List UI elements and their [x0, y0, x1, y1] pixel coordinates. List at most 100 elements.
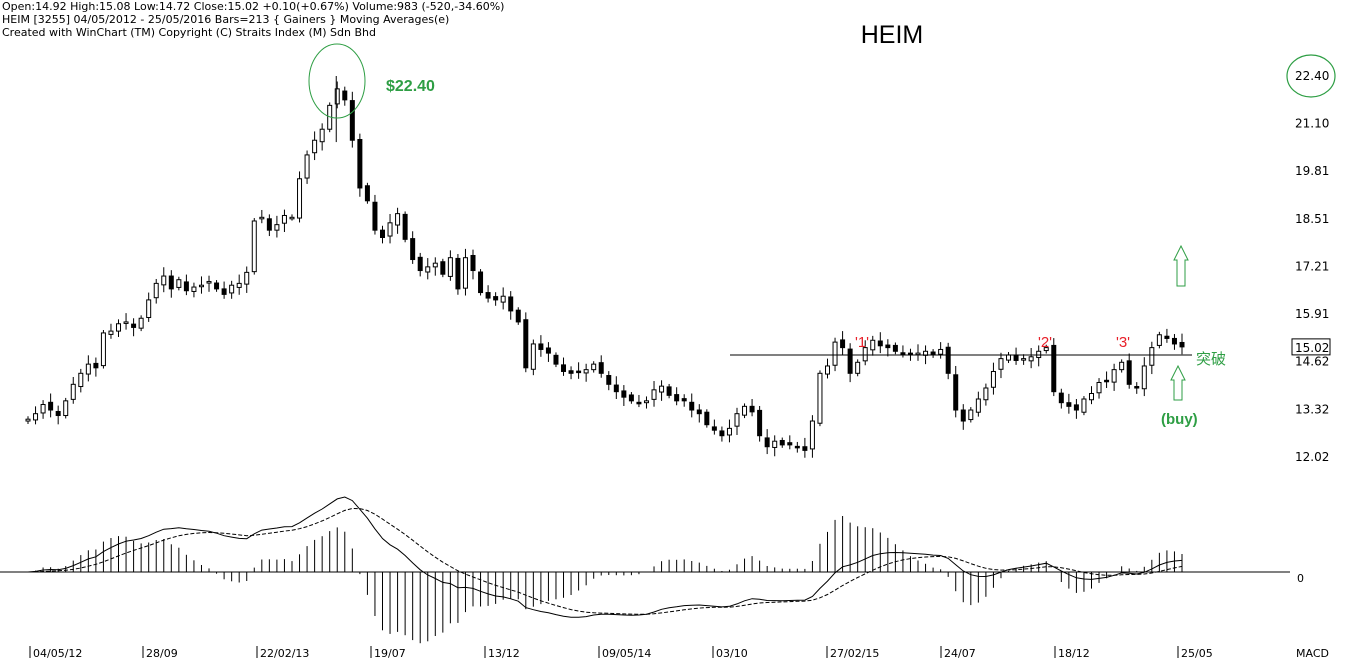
price-tick-label: 15.91	[1295, 307, 1329, 321]
candle-body	[395, 213, 401, 226]
candle-body	[772, 440, 778, 448]
candle-body	[297, 178, 303, 219]
candle-body	[749, 405, 755, 413]
candle-body	[410, 238, 416, 261]
candle-body	[809, 420, 815, 450]
macd-label: MACD	[1296, 647, 1329, 660]
candle-body	[176, 279, 182, 288]
candle-body	[146, 299, 152, 319]
candle-body	[500, 295, 506, 303]
candle-body	[138, 317, 144, 329]
candle-body	[191, 286, 197, 292]
date-tick-label: 09/05/14	[602, 647, 651, 660]
date-tick-label: 04/05/12	[33, 647, 82, 660]
price-tick-label: 14.62	[1295, 355, 1329, 369]
candle-body	[953, 374, 959, 411]
candle-body	[990, 370, 996, 388]
candle-body	[100, 332, 106, 367]
current-close-label: 15.02	[1295, 341, 1329, 355]
resistance-touch-label: '1'	[855, 334, 869, 351]
candle-body	[659, 385, 665, 393]
candle-body	[628, 394, 634, 402]
candle-body	[251, 220, 257, 273]
date-tick-label: 22/02/13	[260, 647, 309, 660]
candle-body	[1126, 360, 1132, 385]
price-tick-label: 13.32	[1295, 402, 1329, 416]
candle-body	[651, 389, 657, 400]
candle-body	[168, 275, 174, 290]
candle-body	[93, 362, 99, 369]
header-quote-line: Open:14.92 High:15.08 Low:14.72 Close:15…	[2, 0, 505, 13]
header-symbol-line: HEIM [3255] 04/05/2012 - 25/05/2016 Bars…	[2, 13, 450, 26]
candle-body	[1096, 381, 1102, 394]
candle-body	[1013, 354, 1019, 361]
candle-body	[606, 375, 612, 385]
candle-body	[372, 201, 378, 231]
candle-body	[85, 363, 91, 375]
date-tick-label: 24/07	[944, 647, 976, 660]
up-arrow-icon	[1173, 244, 1189, 287]
candle-body	[478, 271, 484, 294]
candle-body	[1111, 369, 1117, 383]
candle-body	[734, 413, 740, 427]
candle-body	[1104, 379, 1110, 383]
candle-body	[379, 229, 385, 239]
candle-body	[1058, 392, 1064, 404]
candle-body	[885, 344, 891, 349]
candle-body	[357, 139, 363, 189]
candle-body	[70, 383, 76, 400]
candle-body	[78, 372, 84, 388]
candle-body	[417, 256, 423, 272]
candle-body	[236, 282, 242, 288]
candle-body	[304, 154, 310, 179]
candle-body	[1088, 393, 1094, 401]
candle-body	[802, 446, 808, 451]
candle-body	[960, 409, 966, 422]
candle-body	[364, 185, 370, 202]
candle-body	[259, 216, 265, 220]
candle-body	[983, 387, 989, 401]
candle-body	[515, 309, 521, 323]
candle-body	[666, 386, 672, 396]
candle-body	[817, 372, 823, 424]
macd-line	[27, 496, 1183, 618]
buy-arrow-icon	[1170, 364, 1186, 401]
date-tick-label: 25/05	[1181, 647, 1213, 660]
candle-body	[576, 370, 582, 374]
candle-body	[33, 413, 39, 421]
chart-title: HEIM	[861, 21, 924, 49]
candle-body	[945, 346, 951, 374]
candle-body	[455, 257, 461, 290]
candle-body	[198, 284, 204, 288]
date-tick-label: 03/10	[716, 647, 748, 660]
candle-body	[764, 437, 770, 448]
macd-zero-label: 0	[1297, 572, 1304, 585]
candle-body	[25, 418, 31, 422]
candle-body	[719, 430, 725, 437]
candle-body	[425, 266, 431, 273]
candle-body	[591, 363, 597, 371]
date-tick-label: 27/02/15	[830, 647, 879, 660]
buy-label: (buy)	[1161, 411, 1198, 428]
candle-body	[1028, 356, 1034, 362]
breakout-label: 突破	[1196, 350, 1226, 368]
candle-body	[319, 128, 325, 143]
candle-body	[877, 340, 883, 347]
candle-body	[214, 282, 220, 290]
candle-body	[1006, 354, 1012, 361]
date-tick-label: 13/12	[488, 647, 520, 660]
candle-body	[530, 343, 536, 370]
candle-body	[998, 358, 1004, 370]
candle-body	[131, 323, 137, 328]
candle-body	[915, 352, 921, 356]
candle-body	[975, 398, 981, 413]
price-tick-label: 12.02	[1295, 450, 1329, 464]
candle-body	[545, 347, 551, 354]
candle-body	[1066, 402, 1072, 407]
candle-body	[674, 394, 680, 402]
peak-circle	[308, 43, 366, 119]
candle-body	[1156, 334, 1162, 346]
candle-body	[825, 365, 831, 375]
candle-body	[55, 410, 61, 417]
candle-body	[312, 139, 318, 154]
